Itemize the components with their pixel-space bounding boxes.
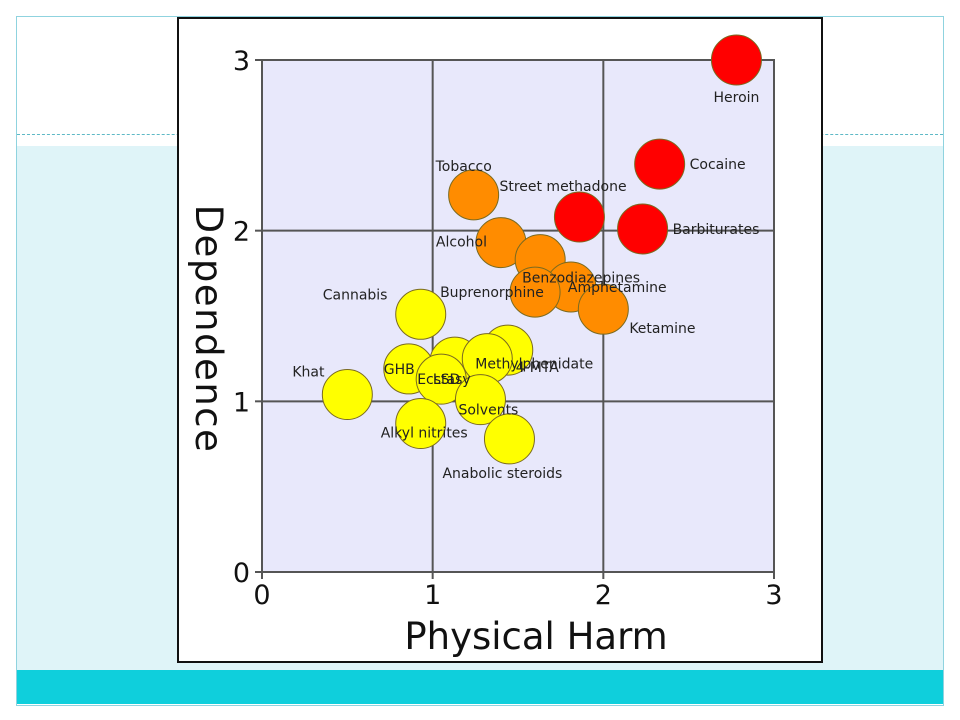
data-point: [509, 266, 561, 318]
data-point: [321, 369, 373, 421]
data-points: [321, 34, 762, 465]
data-label: Street methadone: [499, 179, 626, 195]
data-label: Alcohol: [436, 235, 487, 251]
data-label: Methylphenidate: [475, 357, 593, 373]
axis-ticks: 0 1 2 3 0 1 2 3: [233, 46, 783, 611]
data-label: Cannabis: [323, 287, 388, 303]
y-axis-label: Dependence: [187, 205, 230, 454]
data-point: [553, 191, 605, 243]
data-label: Benzodiazepines: [522, 271, 640, 287]
point-labels: Heroin Cocaine Street methadone Barbiturate…: [292, 90, 759, 482]
data-point: [634, 138, 686, 190]
data-label: Barbiturates: [673, 222, 760, 238]
y-tick-label: 3: [233, 46, 250, 77]
data-point: [395, 288, 447, 340]
x-tick-label: 2: [595, 580, 612, 611]
chart-container: Heroin Cocaine Street methadone Barbiturate…: [177, 17, 823, 663]
plot-area: [261, 59, 775, 573]
data-label: Amphetamine: [568, 280, 667, 296]
slide-footer-bar: [17, 670, 943, 704]
data-label: Buprenorphine: [440, 285, 544, 301]
data-label: Khat: [292, 365, 325, 381]
data-label: LSD: [433, 372, 460, 388]
data-point: [395, 398, 447, 450]
data-label: Solvents: [458, 403, 518, 419]
data-point: [483, 413, 535, 465]
data-label: GHB: [384, 362, 415, 378]
data-label: Alkyl nitrites: [381, 426, 468, 442]
data-label: 4-MTA: [516, 360, 560, 376]
x-axis-label: Physical Harm: [404, 615, 667, 658]
data-label: Ecstasy: [417, 372, 470, 388]
data-point: [710, 34, 762, 86]
data-point: [577, 283, 629, 335]
data-label: Cocaine: [690, 157, 746, 173]
y-tick-label: 2: [233, 217, 250, 248]
data-label: Tobacco: [435, 159, 492, 175]
y-tick-label: 1: [233, 387, 250, 418]
scatter-chart: Heroin Cocaine Street methadone Barbiturate…: [187, 34, 783, 658]
y-tick-label: 0: [233, 558, 250, 589]
data-point: [617, 203, 669, 255]
data-point: [454, 374, 506, 426]
x-tick-label: 3: [765, 580, 782, 611]
data-point: [448, 169, 500, 221]
data-label: Anabolic steroids: [442, 466, 562, 482]
x-tick-label: 1: [424, 580, 441, 611]
data-label: Ketamine: [629, 321, 695, 337]
data-label: Heroin: [713, 90, 759, 106]
x-tick-label: 0: [253, 580, 270, 611]
